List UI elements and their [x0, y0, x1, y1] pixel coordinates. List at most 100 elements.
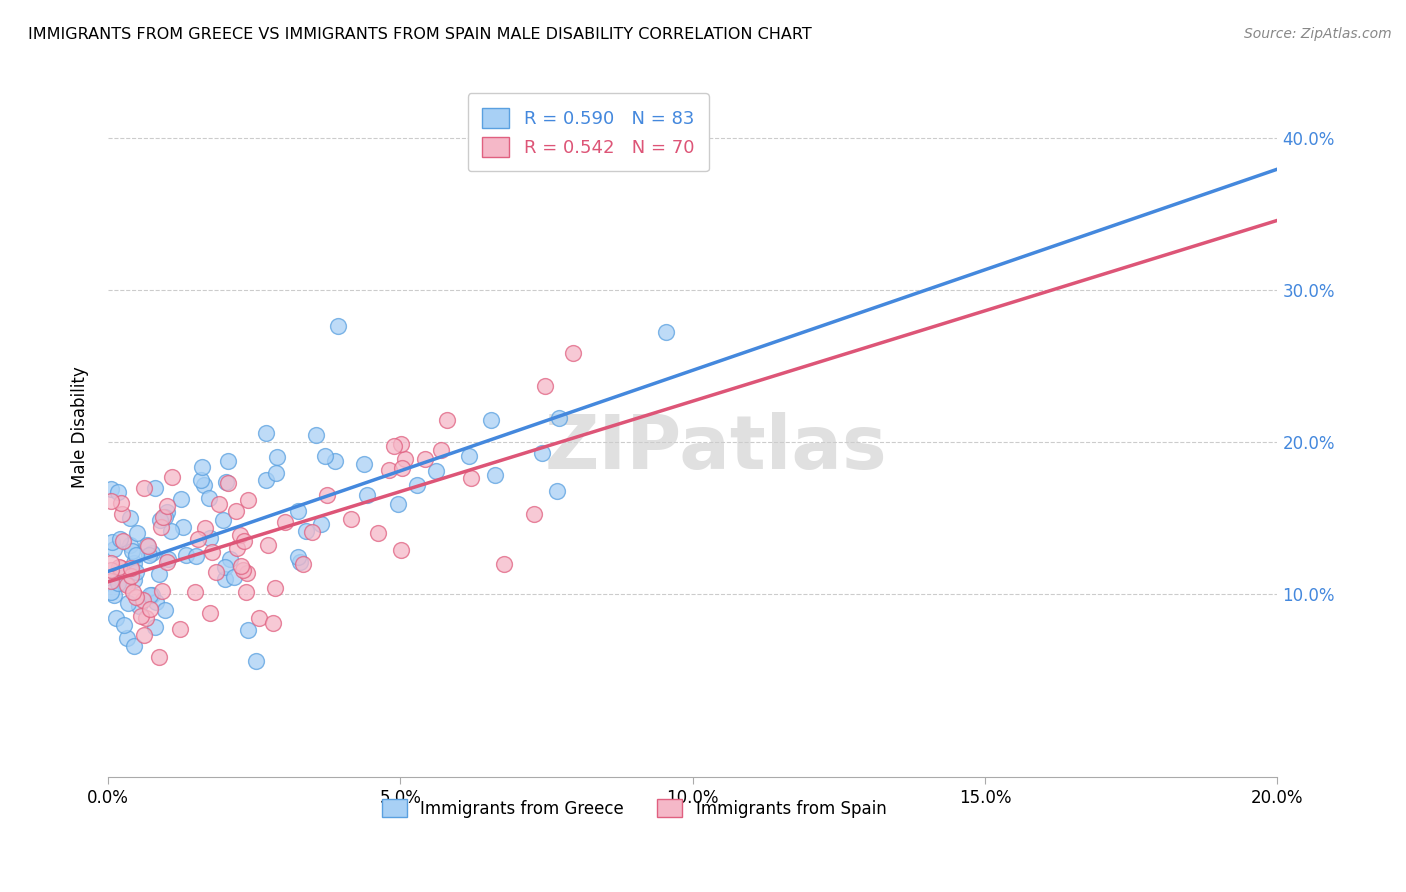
Point	[187, 532, 209, 546]
Point	[100, 556, 122, 570]
Point	[546, 483, 568, 498]
Point	[169, 622, 191, 636]
Point	[100, 574, 122, 589]
Point	[125, 525, 148, 540]
Point	[315, 487, 337, 501]
Point	[191, 460, 214, 475]
Legend: Immigrants from Greece, Immigrants from Spain: Immigrants from Greece, Immigrants from …	[375, 792, 893, 824]
Point	[121, 544, 143, 558]
Point	[156, 504, 179, 518]
Point	[122, 573, 145, 587]
Y-axis label: Male Disability: Male Disability	[72, 367, 89, 488]
Point	[326, 318, 349, 333]
Point	[389, 437, 412, 451]
Point	[287, 549, 309, 564]
Point	[160, 524, 183, 538]
Point	[156, 555, 179, 569]
Point	[367, 526, 389, 541]
Point	[254, 425, 277, 440]
Point	[245, 653, 267, 667]
Point	[479, 413, 502, 427]
Point	[129, 608, 152, 623]
Point	[305, 427, 328, 442]
Point	[184, 584, 207, 599]
Point	[197, 491, 219, 505]
Point	[217, 476, 239, 491]
Point	[288, 555, 311, 569]
Point	[323, 454, 346, 468]
Point	[377, 463, 399, 477]
Point	[122, 556, 145, 570]
Point	[264, 466, 287, 480]
Point	[436, 412, 458, 426]
Point	[120, 561, 142, 575]
Point	[143, 481, 166, 495]
Point	[150, 584, 173, 599]
Point	[150, 520, 173, 534]
Point	[405, 478, 427, 492]
Point	[132, 481, 155, 495]
Point	[170, 492, 193, 507]
Point	[148, 649, 170, 664]
Point	[153, 603, 176, 617]
Point	[225, 504, 247, 518]
Point	[484, 467, 506, 482]
Point	[212, 513, 235, 527]
Point	[263, 581, 285, 595]
Point	[103, 542, 125, 557]
Point	[117, 596, 139, 610]
Point	[139, 602, 162, 616]
Point	[135, 538, 157, 552]
Point	[382, 439, 405, 453]
Point	[429, 443, 451, 458]
Point	[190, 473, 212, 487]
Text: IMMIGRANTS FROM GREECE VS IMMIGRANTS FROM SPAIN MALE DISABILITY CORRELATION CHAR: IMMIGRANTS FROM GREECE VS IMMIGRANTS FRO…	[28, 27, 811, 42]
Point	[314, 449, 336, 463]
Point	[110, 496, 132, 510]
Point	[232, 562, 254, 576]
Point	[105, 574, 128, 588]
Point	[205, 565, 228, 579]
Point	[111, 508, 134, 522]
Point	[139, 588, 162, 602]
Point	[214, 572, 236, 586]
Point	[120, 568, 142, 582]
Point	[122, 584, 145, 599]
Point	[534, 379, 557, 393]
Point	[291, 557, 314, 571]
Point	[145, 594, 167, 608]
Point	[492, 557, 515, 571]
Point	[149, 513, 172, 527]
Point	[295, 524, 318, 538]
Point	[157, 551, 180, 566]
Point	[115, 578, 138, 592]
Point	[160, 470, 183, 484]
Point	[110, 561, 132, 575]
Point	[460, 471, 482, 485]
Point	[108, 560, 131, 574]
Point	[547, 410, 569, 425]
Point	[112, 618, 135, 632]
Point	[654, 325, 676, 339]
Point	[152, 510, 174, 524]
Point	[229, 528, 252, 542]
Text: Source: ZipAtlas.com: Source: ZipAtlas.com	[1244, 27, 1392, 41]
Point	[100, 482, 122, 496]
Point	[138, 549, 160, 563]
Point	[110, 571, 132, 585]
Point	[100, 584, 122, 599]
Point	[104, 611, 127, 625]
Point	[107, 576, 129, 591]
Point	[236, 566, 259, 581]
Point	[208, 497, 231, 511]
Point	[530, 446, 553, 460]
Point	[125, 548, 148, 562]
Point	[340, 512, 363, 526]
Point	[254, 473, 277, 487]
Point	[135, 611, 157, 625]
Point	[124, 639, 146, 653]
Point	[132, 628, 155, 642]
Point	[112, 533, 135, 548]
Point	[117, 632, 139, 646]
Point	[356, 488, 378, 502]
